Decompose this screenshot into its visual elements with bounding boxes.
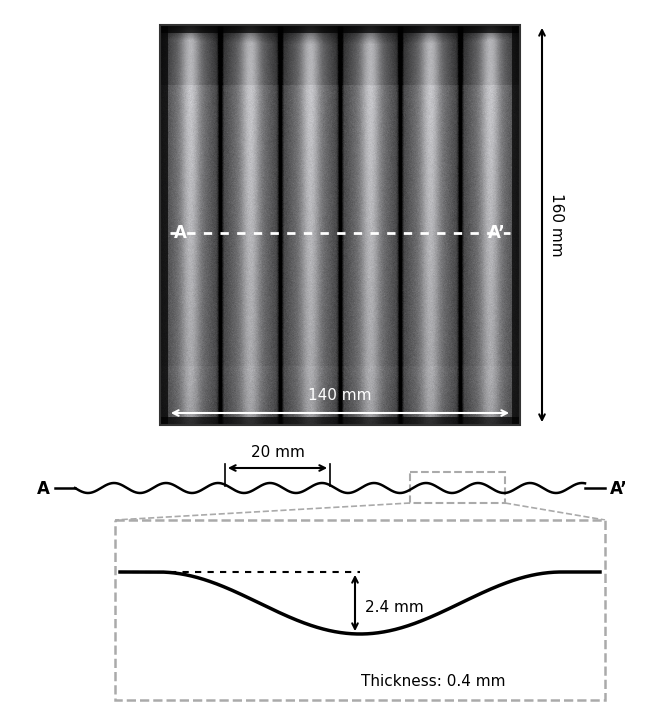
Text: A: A (37, 480, 50, 498)
Text: Thickness: 0.4 mm: Thickness: 0.4 mm (361, 674, 506, 690)
Text: 160 mm: 160 mm (549, 193, 564, 257)
Text: 20 mm: 20 mm (251, 445, 305, 460)
Bar (115, 520, 605, 700)
Bar (160, 25, 520, 425)
Text: A’: A’ (488, 224, 506, 242)
Text: A: A (174, 224, 187, 242)
Bar (410, 472, 505, 503)
Text: A’: A’ (610, 480, 628, 498)
Text: 140 mm: 140 mm (309, 388, 372, 403)
Text: 2.4 mm: 2.4 mm (365, 600, 424, 616)
